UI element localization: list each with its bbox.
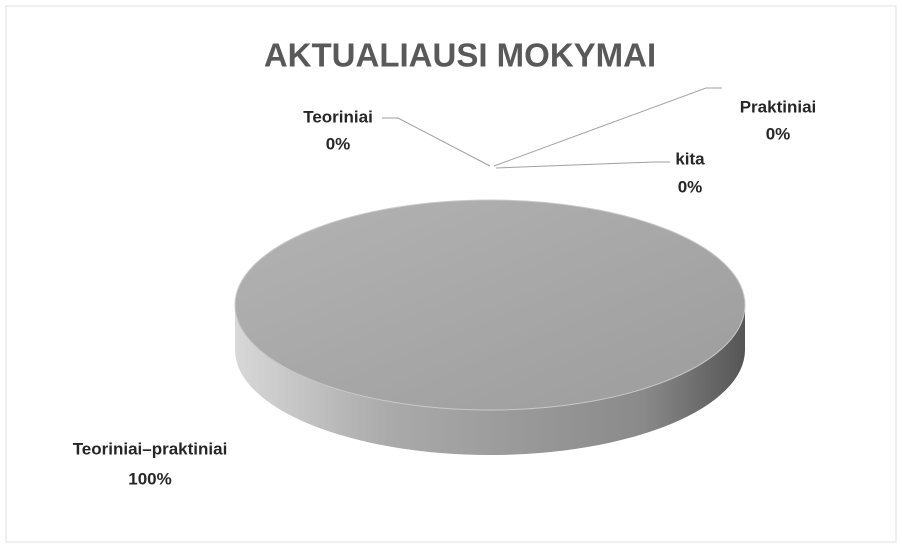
leader-line	[382, 117, 491, 167]
slice-value-label: 0%	[678, 177, 703, 196]
slice-value-label: 0%	[766, 124, 791, 143]
slice-value-label: 0%	[326, 134, 351, 153]
leader-lines	[382, 87, 722, 169]
leader-line	[495, 161, 670, 169]
chart-title: AKTUALIAUSI MOKYMAI	[264, 37, 656, 74]
leader-line	[493, 87, 722, 167]
slice-value-label: 100%	[128, 469, 171, 488]
slice-label: Praktiniai	[740, 97, 817, 116]
slice-label: Teoriniai–praktiniai	[73, 439, 228, 458]
slice-side	[235, 305, 745, 455]
slice-label: Teoriniai	[303, 107, 373, 126]
slice-label: kita	[675, 149, 705, 168]
slice	[234, 199, 746, 411]
